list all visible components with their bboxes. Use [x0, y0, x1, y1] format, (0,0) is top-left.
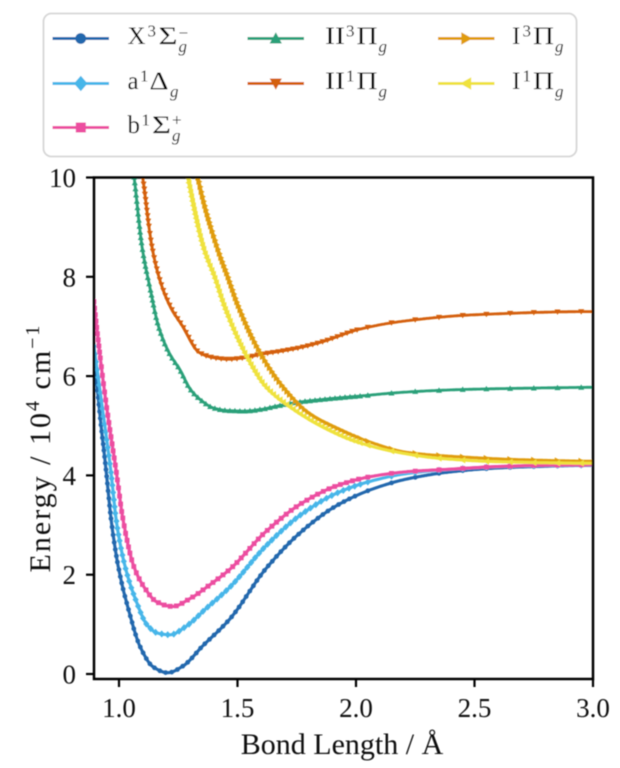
svg-text:a: a	[128, 68, 139, 95]
svg-text:Bond Length / Å: Bond Length / Å	[241, 728, 444, 761]
svg-text:0: 0	[63, 660, 77, 690]
svg-text:−: −	[179, 23, 189, 42]
svg-text:g: g	[170, 82, 179, 101]
svg-text:1.0: 1.0	[102, 693, 136, 723]
svg-text:Σ: Σ	[159, 23, 178, 50]
svg-text:g: g	[555, 82, 564, 101]
svg-text:3: 3	[148, 21, 157, 40]
svg-text:g: g	[379, 37, 388, 56]
svg-text:Π: Π	[357, 68, 378, 95]
svg-text:Π: Π	[533, 23, 554, 50]
svg-text:Energy / 104 cm−1: Energy / 104 cm−1	[22, 324, 57, 573]
svg-text:8: 8	[63, 262, 77, 292]
svg-text:3: 3	[523, 21, 532, 40]
svg-text:Δ: Δ	[150, 68, 169, 95]
svg-text:4: 4	[63, 461, 77, 491]
svg-text:g: g	[555, 37, 564, 56]
svg-text:6: 6	[63, 362, 77, 392]
svg-text:2: 2	[63, 560, 77, 590]
svg-text:1: 1	[142, 110, 151, 129]
svg-text:1: 1	[523, 66, 532, 85]
svg-text:II: II	[325, 23, 345, 50]
svg-text:1: 1	[140, 66, 149, 85]
svg-text:3: 3	[346, 21, 355, 40]
svg-text:Σ: Σ	[152, 112, 171, 139]
svg-text:I: I	[512, 23, 520, 50]
svg-text:2.5: 2.5	[458, 693, 492, 723]
svg-text:2.0: 2.0	[339, 693, 373, 723]
svg-text:g: g	[172, 126, 181, 145]
svg-text:1: 1	[346, 66, 355, 85]
svg-text:Π: Π	[533, 68, 554, 95]
svg-text:II: II	[325, 68, 345, 95]
svg-text:1.5: 1.5	[221, 693, 255, 723]
svg-text:I: I	[512, 68, 520, 95]
svg-text:10: 10	[49, 163, 76, 193]
svg-text:g: g	[179, 37, 188, 56]
svg-text:X: X	[128, 23, 146, 50]
svg-text:Π: Π	[357, 23, 378, 50]
svg-text:b: b	[128, 112, 141, 139]
svg-text:g: g	[379, 82, 388, 101]
svg-text:3.0: 3.0	[576, 693, 610, 723]
svg-text:+: +	[172, 110, 182, 129]
